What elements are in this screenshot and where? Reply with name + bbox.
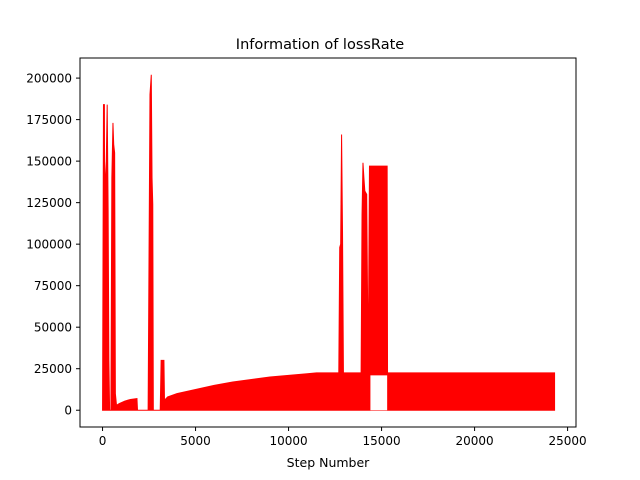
y-tick-label: 75000 [34, 279, 72, 293]
chart-title: Information of lossRate [236, 37, 404, 53]
series-area-0 [102, 74, 556, 411]
x-tick-label: 15000 [362, 434, 400, 448]
x-axis-label: Step Number [287, 455, 371, 470]
series-gap-0 [370, 375, 388, 411]
y-tick-label: 200000 [26, 72, 72, 86]
x-tick-label: 5000 [180, 434, 211, 448]
y-tick-label: 100000 [26, 238, 72, 252]
x-tick-label: 10000 [269, 434, 307, 448]
x-tick-label: 25000 [548, 434, 586, 448]
y-tick-label: 50000 [34, 321, 72, 335]
x-tick-label: 20000 [455, 434, 493, 448]
plot-frame [79, 57, 577, 428]
y-tick-label: 175000 [26, 113, 72, 127]
y-axis: 0 25000 50000 75000 100000 125000 150000 175000… [26, 72, 80, 418]
y-tick-label: 150000 [26, 155, 72, 169]
plot-area [102, 74, 556, 411]
y-tick-label: 25000 [34, 362, 72, 376]
y-tick-label: 125000 [26, 196, 72, 210]
x-axis: 0 5000 10000 15000 20000 25000 [99, 427, 587, 448]
x-tick-label: 0 [99, 434, 107, 448]
y-tick-label: 0 [64, 404, 72, 418]
